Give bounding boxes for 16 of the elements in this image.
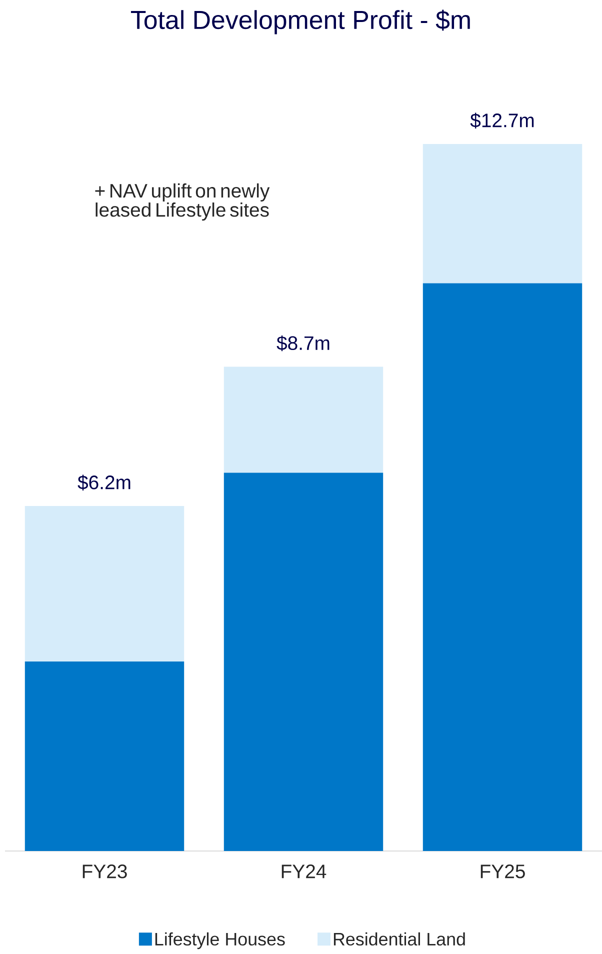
x-tick-label: FY23 [82, 864, 127, 878]
bar [24, 506, 184, 662]
bar [422, 283, 582, 851]
legend-label: Residential Land [334, 932, 465, 946]
annotation: + NAV uplift on newly leased Lifestyle sites [95, 183, 270, 221]
legend-label: Lifestyle Houses [155, 932, 285, 950]
bar [224, 366, 384, 473]
chart-title: Total Development Profit - $m [130, 10, 470, 34]
x-tick-label: FY25 [480, 864, 525, 878]
annotation: $8.7m [276, 335, 330, 352]
annotation: $6.2m [78, 474, 130, 490]
bar [224, 472, 384, 851]
bar [422, 144, 582, 284]
annotation: $12.7m [470, 112, 534, 128]
x-tick-label: FY24 [282, 864, 326, 878]
bar [24, 662, 184, 851]
